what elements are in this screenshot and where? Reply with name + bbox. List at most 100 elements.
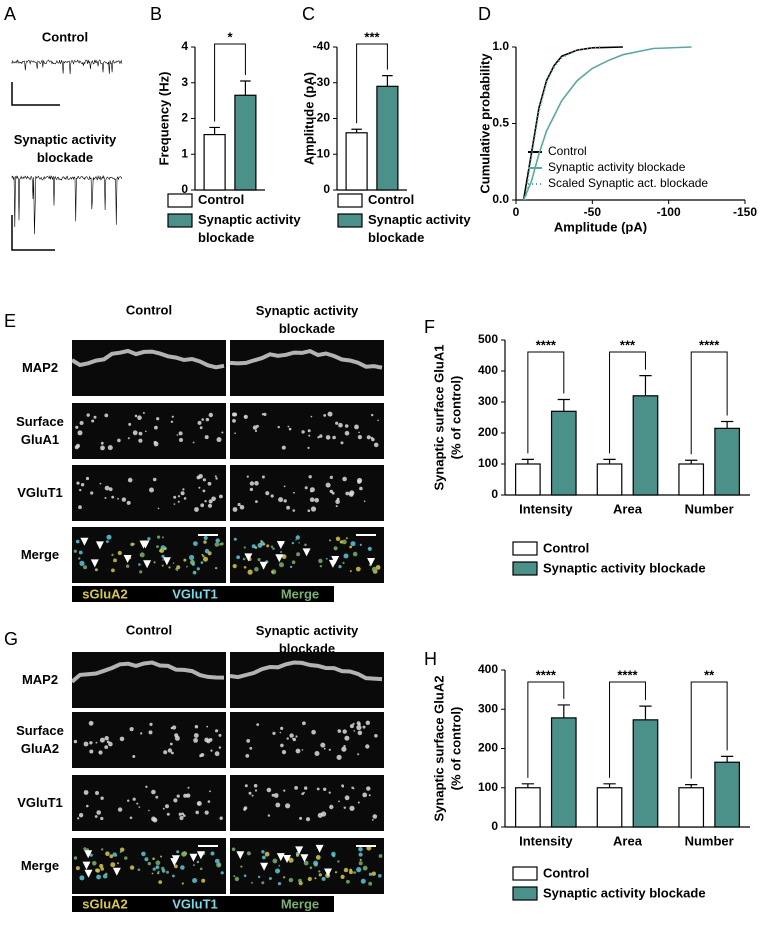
puncta (217, 863, 221, 866)
error-bar (721, 755, 734, 763)
puncta (263, 412, 267, 416)
puncta (86, 413, 90, 417)
dendrite (70, 348, 225, 370)
puncta (179, 815, 184, 821)
arrow (80, 537, 89, 546)
puncta (319, 434, 323, 438)
puncta (109, 854, 114, 859)
puncta (243, 807, 247, 811)
x-tick-label: -150 (733, 205, 757, 219)
puncta (104, 745, 109, 749)
arrow (143, 560, 152, 569)
puncta (151, 789, 156, 795)
puncta (199, 867, 203, 871)
puncta (215, 729, 219, 733)
puncta (344, 430, 350, 436)
legend-label: Synaptic activity blockade (548, 160, 686, 174)
puncta (343, 806, 346, 809)
puncta (266, 787, 272, 793)
puncta (248, 791, 252, 795)
y-tick-label: 1.0 (492, 39, 509, 53)
puncta (138, 431, 143, 436)
legend-label: Control (368, 192, 415, 207)
puncta (83, 741, 89, 747)
puncta (94, 568, 98, 572)
puncta (318, 558, 323, 564)
puncta (299, 816, 303, 820)
puncta (325, 435, 331, 440)
puncta (261, 475, 265, 479)
puncta (352, 722, 355, 725)
puncta (132, 755, 136, 758)
error-bar (685, 784, 698, 788)
puncta (343, 867, 349, 873)
puncta (139, 570, 143, 574)
puncta (100, 867, 104, 871)
x-tick-label: Area (613, 501, 643, 516)
puncta (155, 865, 160, 870)
puncta (155, 795, 159, 799)
puncta (342, 729, 347, 734)
error-bar (240, 80, 251, 96)
puncta (332, 435, 336, 440)
puncta (202, 489, 206, 493)
dendrite (70, 660, 225, 684)
puncta (255, 500, 258, 503)
puncta (145, 785, 148, 788)
puncta (86, 804, 89, 808)
puncta (349, 545, 352, 549)
puncta (132, 797, 136, 801)
y-tick-label: 4 (181, 39, 188, 53)
puncta (111, 553, 114, 557)
puncta (132, 430, 138, 436)
puncta (353, 730, 356, 732)
puncta (88, 720, 94, 726)
y-tick-label: 100 (478, 456, 498, 470)
puncta (273, 793, 279, 798)
puncta (358, 723, 361, 726)
puncta (176, 850, 180, 854)
significance-bracket (609, 681, 646, 778)
puncta (174, 864, 178, 869)
puncta (309, 497, 315, 503)
puncta (283, 499, 287, 503)
puncta (215, 538, 220, 543)
cumulative-line (524, 46, 601, 201)
puncta (183, 793, 188, 798)
arrow (244, 553, 253, 562)
y-tick-label: -20 (313, 111, 331, 125)
puncta (119, 736, 125, 742)
puncta (110, 862, 116, 868)
puncta (239, 505, 245, 510)
micrograph (72, 838, 226, 894)
puncta (166, 870, 169, 874)
significance-label: * (227, 29, 233, 44)
puncta (270, 545, 274, 548)
puncta (196, 567, 200, 571)
puncta (214, 751, 220, 757)
puncta (117, 438, 121, 443)
puncta (214, 542, 220, 547)
legend-swatch (167, 213, 193, 228)
puncta (176, 434, 179, 436)
puncta (186, 565, 188, 568)
y-tick-label: 0 (491, 819, 498, 833)
legend-label: Control (548, 144, 587, 158)
puncta (340, 874, 345, 880)
puncta (121, 497, 127, 502)
puncta (202, 555, 205, 558)
puncta (244, 784, 248, 788)
puncta (173, 798, 178, 803)
arrow (112, 867, 121, 876)
row-label: VGluT1 (17, 795, 63, 810)
puncta (215, 567, 218, 570)
puncta (117, 862, 119, 865)
puncta (314, 877, 317, 880)
micrograph (72, 775, 226, 831)
puncta (292, 509, 296, 512)
puncta (112, 852, 117, 857)
puncta (158, 880, 163, 884)
puncta (176, 794, 180, 798)
puncta (203, 535, 208, 541)
puncta (344, 795, 350, 801)
